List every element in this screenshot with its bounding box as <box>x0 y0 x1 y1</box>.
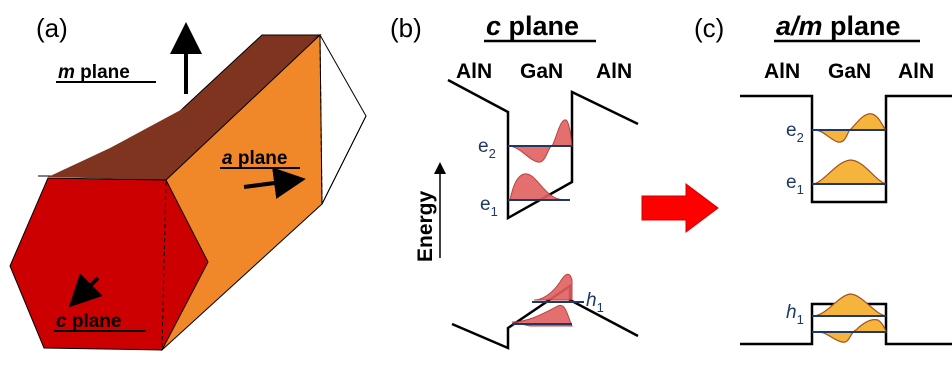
panel-b-h1-wavefunction-lower <box>511 304 573 327</box>
panel-b-e2-wavefunction <box>507 119 573 163</box>
panel-c-h1-wavefunction-upper <box>813 293 887 317</box>
panel-b-h1-label: h1 <box>586 290 604 315</box>
panel-c-material-center: GaN <box>828 60 871 83</box>
panel-c-tag: (c) <box>694 13 724 43</box>
panel-c-h1-label: h1 <box>786 302 804 327</box>
panel-c-e2-wavefunction <box>813 113 887 143</box>
panel-c-e1-label: e1 <box>786 172 804 197</box>
transition-arrow <box>641 183 719 233</box>
panel-b-e1-label: e1 <box>480 194 498 219</box>
panel-b-title: c plane <box>486 11 579 41</box>
a-plane-normal-arrow <box>243 167 306 199</box>
c-plane-normal-arrow <box>68 273 103 308</box>
panel-c-material-left: AlN <box>764 60 800 83</box>
panel-c-conduction-band <box>740 94 952 204</box>
panel-b-material-left: AlN <box>456 60 492 83</box>
panel-c-h1-wavefunction-lower <box>813 319 887 343</box>
panel-b-material-center: GaN <box>520 60 563 83</box>
c-plane-label: c plane <box>56 311 121 332</box>
prism-back-edges <box>319 34 367 205</box>
panel-c-e2-label: e2 <box>786 120 804 145</box>
panel-b-tag: (b) <box>390 13 422 43</box>
panel-c-title: a/m plane <box>776 11 901 41</box>
energy-axis-label: Energy <box>414 190 437 262</box>
a-plane-label: a plane <box>222 148 287 169</box>
panel-b-material-right: AlN <box>596 60 632 83</box>
panel-b-e2-label: e2 <box>478 136 496 161</box>
hexagonal-prism <box>9 33 367 352</box>
panel-b-h1-wavefunction-upper <box>533 273 573 301</box>
m-plane-label: m plane <box>58 62 130 83</box>
panel-a-tag: (a) <box>36 13 68 43</box>
c-plane-face <box>9 177 209 351</box>
panel-c-e1-wavefunction <box>813 159 887 185</box>
panel-c-material-right: AlN <box>898 60 934 83</box>
panel-b-valence-band <box>451 283 639 350</box>
